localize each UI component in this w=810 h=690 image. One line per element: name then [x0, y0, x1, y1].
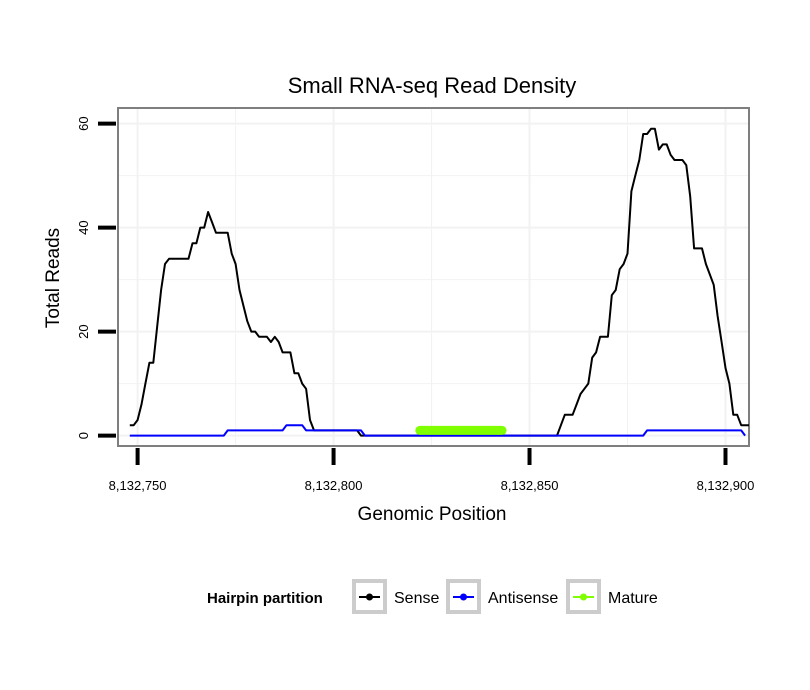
x-tick-label: 8,132,850: [501, 478, 559, 493]
mature-point: [428, 427, 435, 434]
mature-point: [475, 427, 482, 434]
mature-point: [463, 427, 471, 434]
mature-point: [422, 427, 429, 434]
axes: 8,132,750 8,132,800 8,132,850 8,132,900 0 20 4…: [76, 116, 754, 493]
legend-marker-mature: [580, 593, 587, 601]
legend-label-mature: Mature: [608, 590, 658, 607]
x-axis-title: Genomic Position: [358, 504, 507, 525]
legend-marker-sense: [366, 593, 373, 601]
mature-point: [492, 427, 500, 434]
x-tick-label: 8,132,900: [697, 478, 755, 493]
mature-point: [434, 427, 441, 434]
legend-label-sense: Sense: [394, 590, 439, 607]
x-tick-label: 8,132,750: [109, 478, 167, 493]
mature-point: [416, 427, 424, 434]
x-tick-label: 8,132,800: [305, 478, 363, 493]
sense-line: [129, 127, 749, 437]
grid-lines: [119, 109, 748, 445]
legend-marker-antisense: [460, 593, 467, 601]
mature-point: [481, 427, 488, 434]
y-tick-label: 60: [76, 116, 91, 130]
mature-point: [469, 427, 476, 434]
mature-point: [457, 427, 465, 434]
legend: Hairpin partition Sense Antisense Mature: [207, 579, 658, 614]
mature-point: [451, 427, 459, 434]
legend-title: Hairpin partition: [207, 590, 323, 607]
plot-panel: [117, 107, 750, 447]
y-tick-label: 0: [76, 432, 91, 439]
y-axis-title: Total Reads: [43, 228, 64, 328]
antisense-line: [129, 424, 746, 437]
mature-point: [445, 427, 453, 434]
y-tick-label: 40: [76, 220, 91, 234]
mature-point: [498, 427, 506, 434]
legend-label-antisense: Antisense: [488, 590, 558, 607]
chart-title: Small RNA-seq Read Density: [288, 73, 577, 98]
y-tick-label: 20: [76, 324, 91, 338]
mature-point: [487, 427, 494, 434]
series-layer: [129, 127, 749, 437]
mature-point: [439, 427, 447, 434]
